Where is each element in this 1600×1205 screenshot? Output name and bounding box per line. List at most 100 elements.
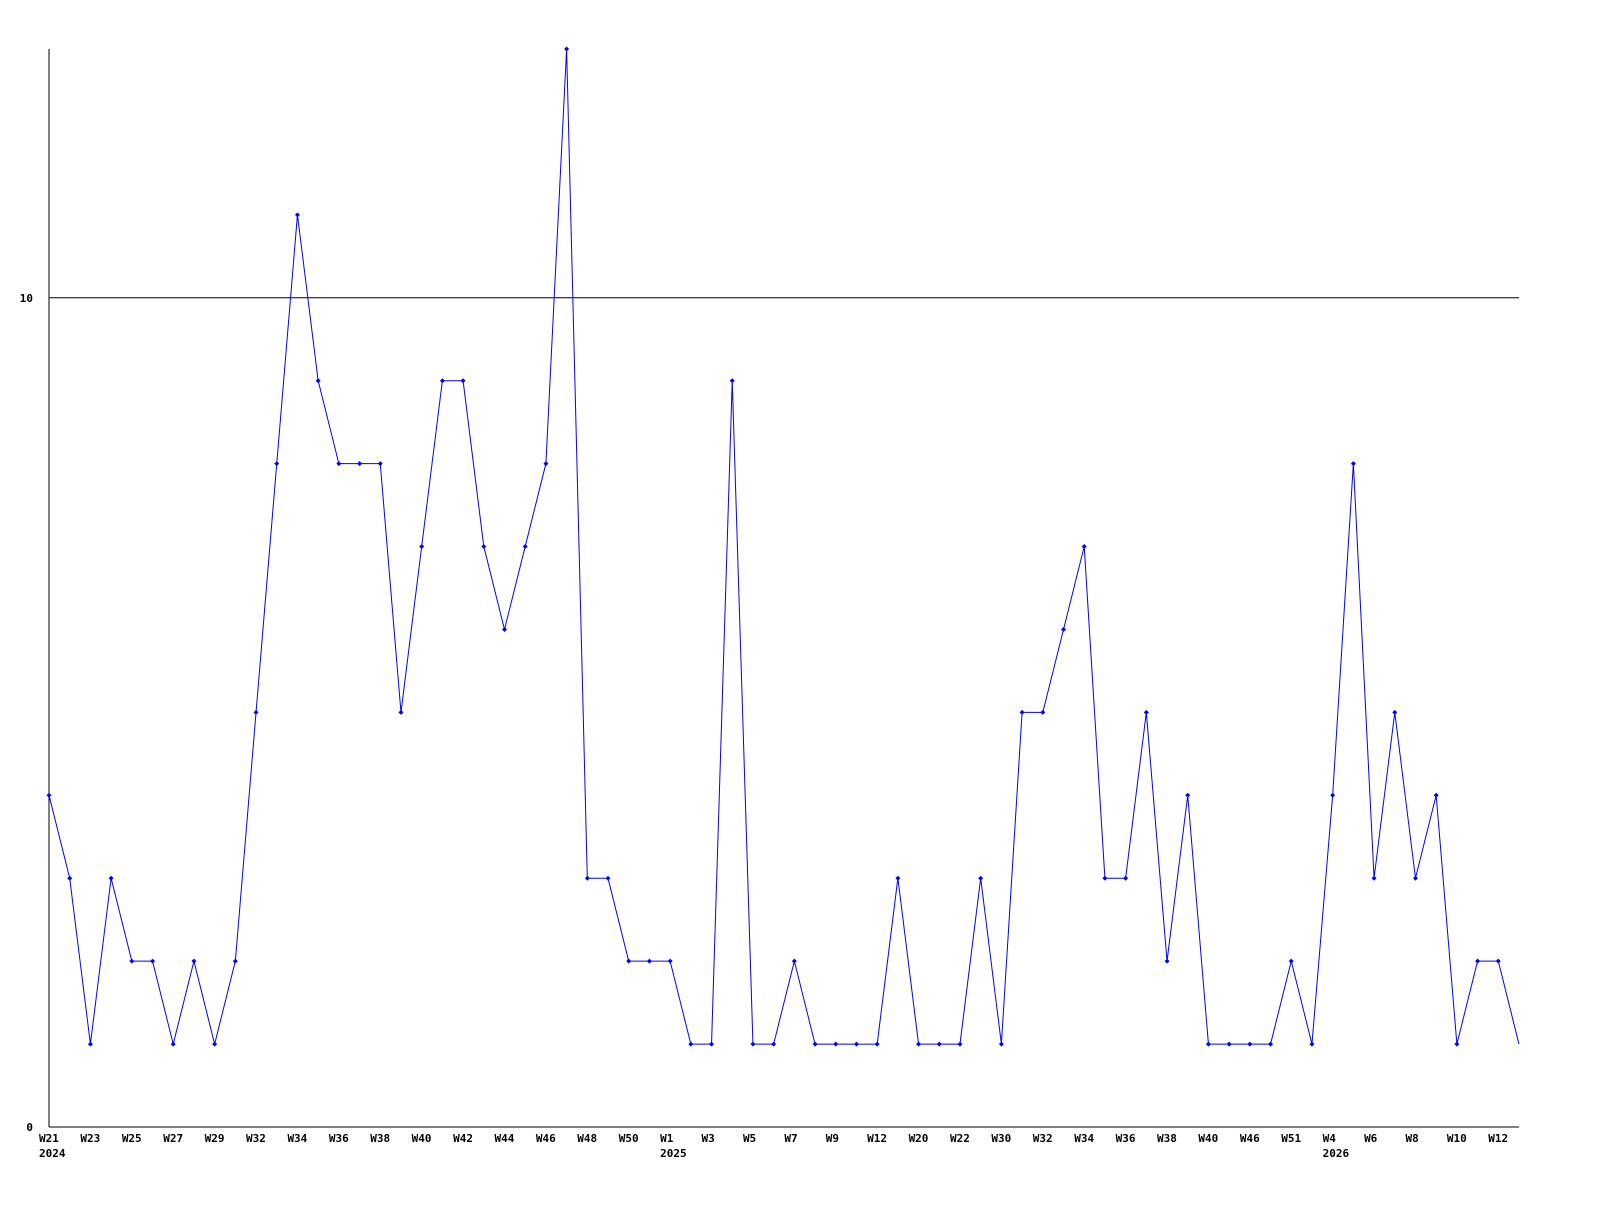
data-point <box>1371 875 1377 881</box>
data-point <box>1247 1041 1253 1047</box>
data-point <box>667 958 673 964</box>
x-tick-label: W12 <box>1488 1132 1508 1145</box>
data-point <box>812 1041 818 1047</box>
data-point <box>1102 875 1108 881</box>
data-point <box>1475 958 1481 964</box>
x-tick-label: W51 <box>1281 1132 1301 1145</box>
x-tick-label: W32 <box>1033 1132 1053 1145</box>
data-point <box>67 875 73 881</box>
x-tick-label: W7 <box>784 1132 797 1145</box>
x-tick-label: W50 <box>619 1132 639 1145</box>
data-point <box>1226 1041 1232 1047</box>
x-tick-label: W21 <box>39 1132 59 1145</box>
data-point <box>108 875 114 881</box>
data-point <box>771 1041 777 1047</box>
data-point <box>564 46 570 52</box>
data-point <box>1412 875 1418 881</box>
data-point <box>357 461 363 467</box>
data-point <box>895 875 901 881</box>
data-point <box>315 378 321 384</box>
data-point <box>1392 709 1398 715</box>
data-point <box>1309 1041 1315 1047</box>
x-tick-label: W29 <box>205 1132 225 1145</box>
data-point <box>1454 1041 1460 1047</box>
data-point <box>833 1041 839 1047</box>
x-tick-label: W22 <box>950 1132 970 1145</box>
x-tick-label: W27 <box>163 1132 183 1145</box>
data-point <box>274 461 280 467</box>
x-tick-label: W12 <box>867 1132 887 1145</box>
x-tick-label: W34 <box>1074 1132 1094 1145</box>
x-tick-label: W38 <box>370 1132 390 1145</box>
series-line <box>48 48 1520 1045</box>
data-point <box>377 461 383 467</box>
data-point <box>439 378 445 384</box>
data-point <box>1019 709 1025 715</box>
x-tick-label: W3 <box>702 1132 715 1145</box>
x-tick-label: W34 <box>287 1132 307 1145</box>
x-tick-label: W32 <box>246 1132 266 1145</box>
data-point <box>688 1041 694 1047</box>
year-label: 2025 <box>660 1147 687 1160</box>
y-tick-label: 10 <box>20 292 33 305</box>
data-point <box>709 1041 715 1047</box>
data-point <box>957 1041 963 1047</box>
data-point <box>336 461 342 467</box>
data-point <box>87 1041 93 1047</box>
x-tick-label: W23 <box>80 1132 100 1145</box>
data-point <box>1433 792 1439 798</box>
data-point <box>1205 1041 1211 1047</box>
x-tick-label: W8 <box>1405 1132 1418 1145</box>
x-tick-label: W5 <box>743 1132 756 1145</box>
data-point <box>1040 709 1046 715</box>
data-point <box>1495 958 1501 964</box>
data-point <box>1185 792 1191 798</box>
x-tick-label: W20 <box>909 1132 929 1145</box>
data-point <box>253 709 259 715</box>
x-tick-label: W30 <box>991 1132 1011 1145</box>
data-point <box>294 212 300 218</box>
data-point <box>543 461 549 467</box>
data-point <box>501 626 507 632</box>
data-point <box>212 1041 218 1047</box>
data-point <box>398 709 404 715</box>
x-tick-label: W42 <box>453 1132 473 1145</box>
data-point <box>729 378 735 384</box>
data-point <box>1123 875 1129 881</box>
y-tick-label: 0 <box>26 1121 33 1134</box>
data-point <box>936 1041 942 1047</box>
year-label: 2026 <box>1323 1147 1350 1160</box>
data-point <box>1350 461 1356 467</box>
x-tick-label: W10 <box>1447 1132 1467 1145</box>
data-point <box>46 792 52 798</box>
data-point <box>1268 1041 1274 1047</box>
data-point <box>1288 958 1294 964</box>
data-point <box>853 1041 859 1047</box>
data-point <box>481 544 487 550</box>
data-point <box>605 875 611 881</box>
x-tick-label: W4 <box>1323 1132 1337 1145</box>
x-tick-label: W48 <box>577 1132 597 1145</box>
x-tick-label: W9 <box>826 1132 839 1145</box>
x-tick-label: W36 <box>329 1132 349 1145</box>
x-tick-label: W40 <box>1198 1132 1218 1145</box>
x-tick-label: W25 <box>122 1132 142 1145</box>
data-point <box>1330 792 1336 798</box>
x-tick-label: W38 <box>1157 1132 1177 1145</box>
data-point <box>150 958 156 964</box>
x-tick-label: W36 <box>1116 1132 1136 1145</box>
data-point <box>1081 544 1087 550</box>
x-tick-label: W1 <box>660 1132 674 1145</box>
data-point <box>1061 626 1067 632</box>
data-point <box>584 875 590 881</box>
x-tick-label: W46 <box>536 1132 556 1145</box>
data-point <box>1164 958 1170 964</box>
x-tick-label: W46 <box>1240 1132 1260 1145</box>
data-point <box>1143 709 1149 715</box>
data-point <box>232 958 238 964</box>
data-point <box>791 958 797 964</box>
x-tick-label: W44 <box>494 1132 514 1145</box>
data-point <box>998 1041 1004 1047</box>
x-tick-label: W6 <box>1364 1132 1378 1145</box>
